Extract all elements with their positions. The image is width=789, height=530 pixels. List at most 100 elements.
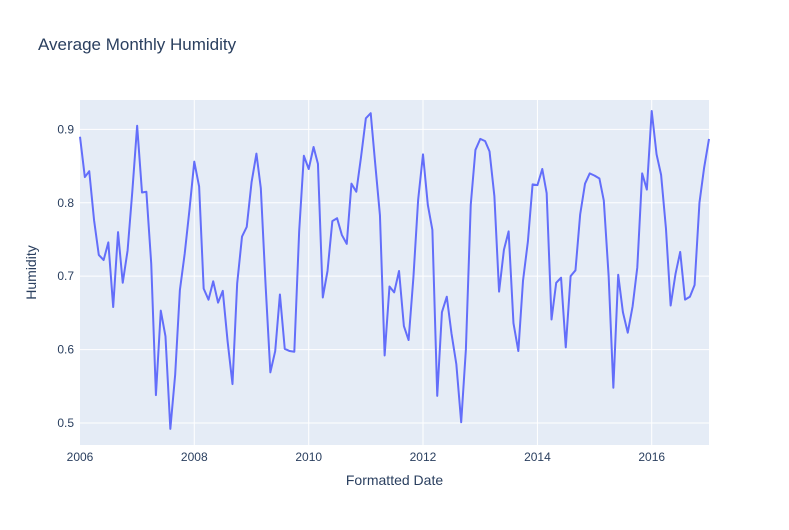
data-point[interactable] bbox=[271, 347, 279, 355]
data-point[interactable] bbox=[238, 233, 246, 241]
data-point[interactable] bbox=[452, 360, 460, 368]
data-point[interactable] bbox=[543, 189, 551, 197]
data-point[interactable] bbox=[243, 223, 251, 231]
data-point[interactable] bbox=[571, 266, 579, 274]
data-point[interactable] bbox=[638, 169, 646, 177]
data-point[interactable] bbox=[224, 338, 232, 346]
data-point[interactable] bbox=[185, 206, 193, 214]
data-point[interactable] bbox=[214, 299, 222, 307]
data-point[interactable] bbox=[233, 280, 241, 288]
data-point[interactable] bbox=[161, 332, 169, 340]
data-point[interactable] bbox=[538, 165, 546, 173]
data-point[interactable] bbox=[695, 199, 703, 207]
data-point[interactable] bbox=[576, 211, 584, 219]
data-point[interactable] bbox=[667, 302, 675, 310]
data-point[interactable] bbox=[438, 308, 446, 316]
data-point[interactable] bbox=[104, 238, 112, 246]
data-point[interactable] bbox=[609, 384, 617, 392]
data-point[interactable] bbox=[171, 371, 179, 379]
data-point[interactable] bbox=[90, 216, 98, 224]
data-point[interactable] bbox=[381, 351, 389, 359]
data-point[interactable] bbox=[205, 296, 213, 304]
data-point[interactable] bbox=[457, 418, 465, 426]
data-point[interactable] bbox=[514, 347, 522, 355]
data-point[interactable] bbox=[486, 147, 494, 155]
data-point[interactable] bbox=[395, 267, 403, 275]
data-point[interactable] bbox=[600, 197, 608, 205]
data-point[interactable] bbox=[128, 188, 136, 196]
data-point[interactable] bbox=[428, 226, 436, 234]
data-point[interactable] bbox=[119, 279, 127, 287]
data-point[interactable] bbox=[524, 238, 532, 246]
data-point[interactable] bbox=[209, 277, 217, 285]
data-point[interactable] bbox=[519, 277, 527, 285]
data-point[interactable] bbox=[133, 122, 141, 130]
data-point[interactable] bbox=[495, 288, 503, 296]
data-point[interactable] bbox=[405, 336, 413, 344]
data-point[interactable] bbox=[424, 201, 432, 209]
data-point[interactable] bbox=[605, 272, 613, 280]
data-point[interactable] bbox=[462, 346, 470, 354]
data-point[interactable] bbox=[100, 256, 108, 264]
data-point[interactable] bbox=[419, 150, 427, 158]
data-point[interactable] bbox=[109, 303, 117, 311]
data-point[interactable] bbox=[700, 164, 708, 172]
data-point[interactable] bbox=[633, 263, 641, 271]
data-point[interactable] bbox=[443, 293, 451, 301]
data-point[interactable] bbox=[367, 109, 375, 117]
data-point[interactable] bbox=[467, 201, 475, 209]
data-point[interactable] bbox=[686, 293, 694, 301]
data-point[interactable] bbox=[276, 291, 284, 299]
data-point[interactable] bbox=[338, 231, 346, 239]
data-point[interactable] bbox=[333, 214, 341, 222]
data-point[interactable] bbox=[319, 293, 327, 301]
data-point[interactable] bbox=[371, 158, 379, 166]
data-point[interactable] bbox=[619, 308, 627, 316]
data-point[interactable] bbox=[595, 175, 603, 183]
data-point[interactable] bbox=[200, 285, 208, 293]
data-point[interactable] bbox=[195, 183, 203, 191]
data-point[interactable] bbox=[152, 391, 160, 399]
data-point[interactable] bbox=[505, 227, 513, 235]
data-point[interactable] bbox=[548, 315, 556, 323]
data-point[interactable] bbox=[176, 286, 184, 294]
data-point[interactable] bbox=[562, 343, 570, 351]
data-point[interactable] bbox=[581, 180, 589, 188]
data-point[interactable] bbox=[290, 348, 298, 356]
data-point[interactable] bbox=[142, 188, 150, 196]
data-point[interactable] bbox=[124, 246, 132, 254]
data-point[interactable] bbox=[624, 329, 632, 337]
data-point[interactable] bbox=[662, 224, 670, 232]
data-point[interactable] bbox=[657, 171, 665, 179]
data-point[interactable] bbox=[376, 211, 384, 219]
data-point[interactable] bbox=[352, 188, 360, 196]
data-point[interactable] bbox=[147, 260, 155, 268]
data-point[interactable] bbox=[257, 184, 265, 192]
data-point[interactable] bbox=[481, 137, 489, 145]
data-point[interactable] bbox=[629, 302, 637, 310]
data-point[interactable] bbox=[409, 273, 417, 281]
data-point[interactable] bbox=[471, 146, 479, 154]
data-point[interactable] bbox=[557, 274, 565, 282]
data-point[interactable] bbox=[300, 152, 308, 160]
data-point[interactable] bbox=[509, 319, 517, 327]
data-point[interactable] bbox=[490, 192, 498, 200]
data-point[interactable] bbox=[324, 267, 332, 275]
data-point[interactable] bbox=[433, 392, 441, 400]
data-point[interactable] bbox=[219, 287, 227, 295]
data-point[interactable] bbox=[705, 135, 713, 143]
data-point[interactable] bbox=[295, 227, 303, 235]
data-point[interactable] bbox=[357, 153, 365, 161]
data-point[interactable] bbox=[653, 150, 661, 158]
data-point[interactable] bbox=[76, 133, 84, 141]
data-point[interactable] bbox=[252, 150, 260, 158]
data-point[interactable] bbox=[228, 380, 236, 388]
data-point[interactable] bbox=[114, 228, 122, 236]
data-point[interactable] bbox=[614, 271, 622, 279]
data-point[interactable] bbox=[691, 281, 699, 289]
data-point[interactable] bbox=[400, 322, 408, 330]
data-point[interactable] bbox=[85, 167, 93, 175]
data-point[interactable] bbox=[314, 160, 322, 168]
data-point[interactable] bbox=[390, 288, 398, 296]
data-point[interactable] bbox=[166, 425, 174, 433]
